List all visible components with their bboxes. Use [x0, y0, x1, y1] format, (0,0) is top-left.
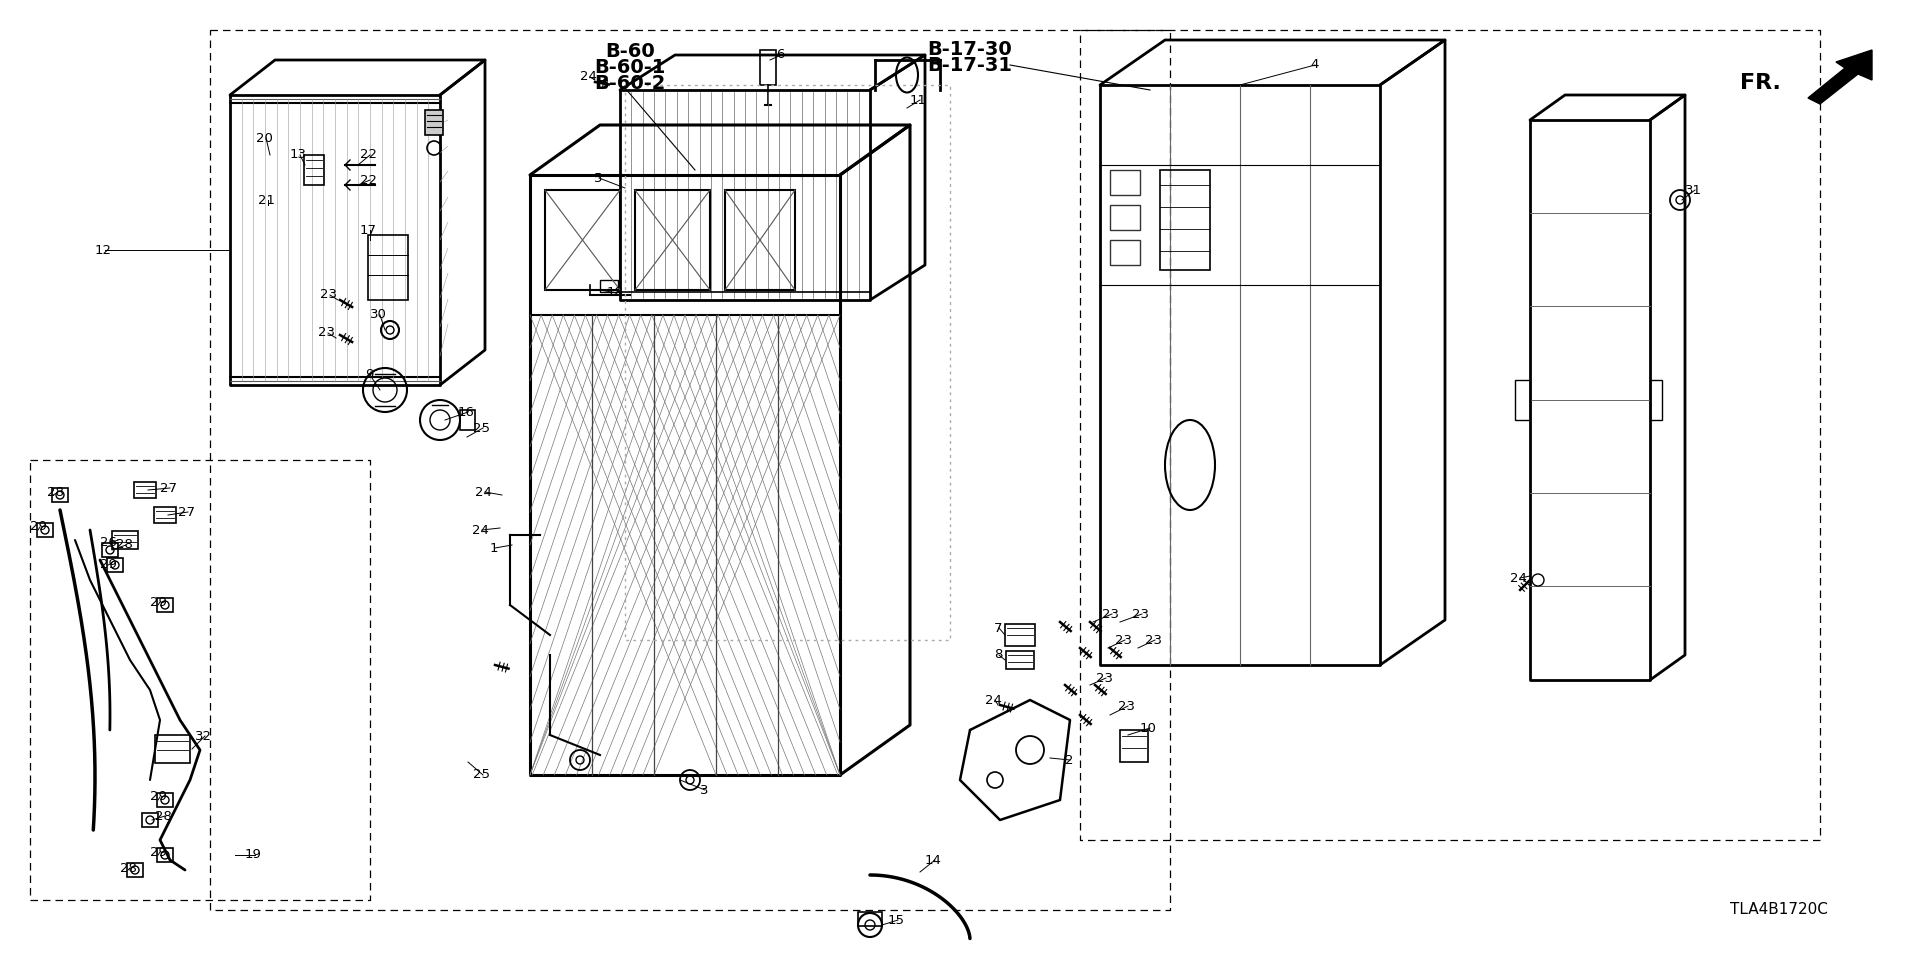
Text: B-60-1: B-60-1: [595, 58, 666, 77]
Text: B-60-2: B-60-2: [595, 74, 666, 93]
Bar: [858, 912, 881, 926]
Text: B-17-30: B-17-30: [927, 40, 1012, 59]
Text: 25: 25: [472, 421, 490, 435]
Text: 28: 28: [156, 809, 173, 823]
Bar: [369, 235, 407, 300]
Text: 7: 7: [995, 621, 1002, 635]
Polygon shape: [1809, 50, 1872, 104]
Bar: [134, 482, 156, 498]
Text: B-60: B-60: [605, 42, 655, 61]
Text: 19: 19: [246, 849, 261, 861]
Bar: [1110, 240, 1140, 265]
Bar: [461, 410, 474, 430]
Text: FR.: FR.: [1740, 73, 1782, 93]
Bar: [599, 280, 618, 292]
Text: 29: 29: [31, 520, 46, 534]
Bar: [1004, 624, 1035, 646]
Bar: [545, 190, 620, 290]
Bar: [1110, 170, 1140, 195]
Text: 16: 16: [459, 405, 474, 419]
Text: 23: 23: [1133, 608, 1148, 620]
Text: 1: 1: [490, 541, 499, 555]
Bar: [1110, 205, 1140, 230]
Bar: [636, 190, 710, 290]
Text: 32: 32: [196, 730, 211, 742]
Text: 23: 23: [1102, 608, 1119, 620]
Text: 29: 29: [150, 790, 167, 804]
Text: 28: 28: [119, 861, 136, 875]
Bar: [102, 543, 117, 557]
Bar: [303, 155, 324, 185]
Text: 23: 23: [319, 326, 334, 340]
Bar: [1649, 380, 1663, 420]
Text: 8: 8: [995, 649, 1002, 661]
Text: 29: 29: [100, 558, 117, 570]
Text: 11: 11: [910, 93, 927, 107]
Text: 22: 22: [361, 149, 376, 161]
Text: 29: 29: [150, 595, 167, 609]
Text: 24: 24: [474, 486, 492, 498]
Text: 29: 29: [150, 846, 167, 858]
Bar: [142, 813, 157, 827]
Text: 24: 24: [985, 693, 1002, 707]
Text: 31: 31: [1686, 183, 1701, 197]
Text: 27: 27: [159, 482, 177, 494]
Bar: [111, 531, 138, 549]
Bar: [157, 848, 173, 862]
Bar: [1515, 380, 1530, 420]
Text: 6: 6: [776, 49, 785, 61]
Text: 23: 23: [321, 289, 338, 301]
Bar: [1006, 651, 1035, 669]
Text: 28: 28: [115, 539, 132, 551]
Bar: [157, 793, 173, 807]
Bar: [154, 507, 177, 523]
Text: 20: 20: [255, 132, 273, 145]
Bar: [36, 523, 54, 537]
Text: 3: 3: [701, 783, 708, 797]
Text: 24: 24: [580, 70, 597, 84]
Text: 24: 24: [472, 523, 490, 537]
Bar: [157, 598, 173, 612]
Bar: [52, 488, 67, 502]
Text: 21: 21: [257, 194, 275, 206]
Text: 12: 12: [94, 244, 111, 256]
Text: 28: 28: [46, 487, 63, 499]
Bar: [726, 190, 795, 290]
Bar: [760, 50, 776, 85]
Text: 2: 2: [1066, 754, 1073, 766]
Text: 15: 15: [887, 914, 904, 926]
Text: 22: 22: [361, 174, 376, 186]
Text: 23: 23: [1144, 634, 1162, 646]
Bar: [156, 735, 190, 763]
Text: 23: 23: [1116, 634, 1133, 646]
Bar: [127, 863, 142, 877]
Bar: [1160, 170, 1210, 270]
Bar: [1119, 730, 1148, 762]
Text: 5: 5: [593, 172, 603, 184]
Text: 23: 23: [1096, 671, 1114, 684]
Text: 14: 14: [925, 853, 943, 867]
Text: B-17-31: B-17-31: [927, 56, 1012, 75]
Bar: [424, 110, 444, 135]
Text: 25: 25: [472, 769, 490, 781]
Text: 9: 9: [365, 369, 372, 381]
Text: 13: 13: [290, 149, 307, 161]
Text: 17: 17: [361, 224, 376, 236]
Text: TLA4B1720C: TLA4B1720C: [1730, 902, 1828, 918]
Text: 18: 18: [607, 286, 624, 300]
Text: 27: 27: [179, 506, 196, 518]
Text: 30: 30: [371, 308, 386, 322]
Text: 23: 23: [1117, 700, 1135, 712]
Text: 26: 26: [100, 537, 117, 549]
Bar: [108, 558, 123, 572]
Text: 24: 24: [1509, 571, 1526, 585]
Text: 10: 10: [1140, 722, 1158, 734]
Text: 4: 4: [1309, 59, 1319, 71]
